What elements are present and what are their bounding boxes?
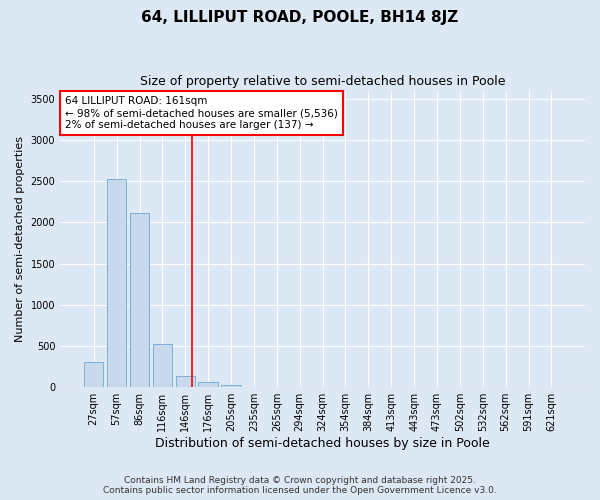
- Bar: [130, 212, 149, 387]
- Bar: [176, 376, 195, 387]
- X-axis label: Distribution of semi-detached houses by size in Poole: Distribution of semi-detached houses by …: [155, 437, 490, 450]
- Bar: [221, 384, 241, 387]
- Text: Contains HM Land Registry data © Crown copyright and database right 2025.
Contai: Contains HM Land Registry data © Crown c…: [103, 476, 497, 495]
- Title: Size of property relative to semi-detached houses in Poole: Size of property relative to semi-detach…: [140, 75, 505, 88]
- Bar: [199, 382, 218, 387]
- Text: 64, LILLIPUT ROAD, POOLE, BH14 8JZ: 64, LILLIPUT ROAD, POOLE, BH14 8JZ: [142, 10, 458, 25]
- Bar: [152, 344, 172, 387]
- Y-axis label: Number of semi-detached properties: Number of semi-detached properties: [15, 136, 25, 342]
- Bar: [84, 362, 103, 387]
- Text: 64 LILLIPUT ROAD: 161sqm
← 98% of semi-detached houses are smaller (5,536)
2% of: 64 LILLIPUT ROAD: 161sqm ← 98% of semi-d…: [65, 96, 338, 130]
- Bar: [107, 178, 127, 387]
